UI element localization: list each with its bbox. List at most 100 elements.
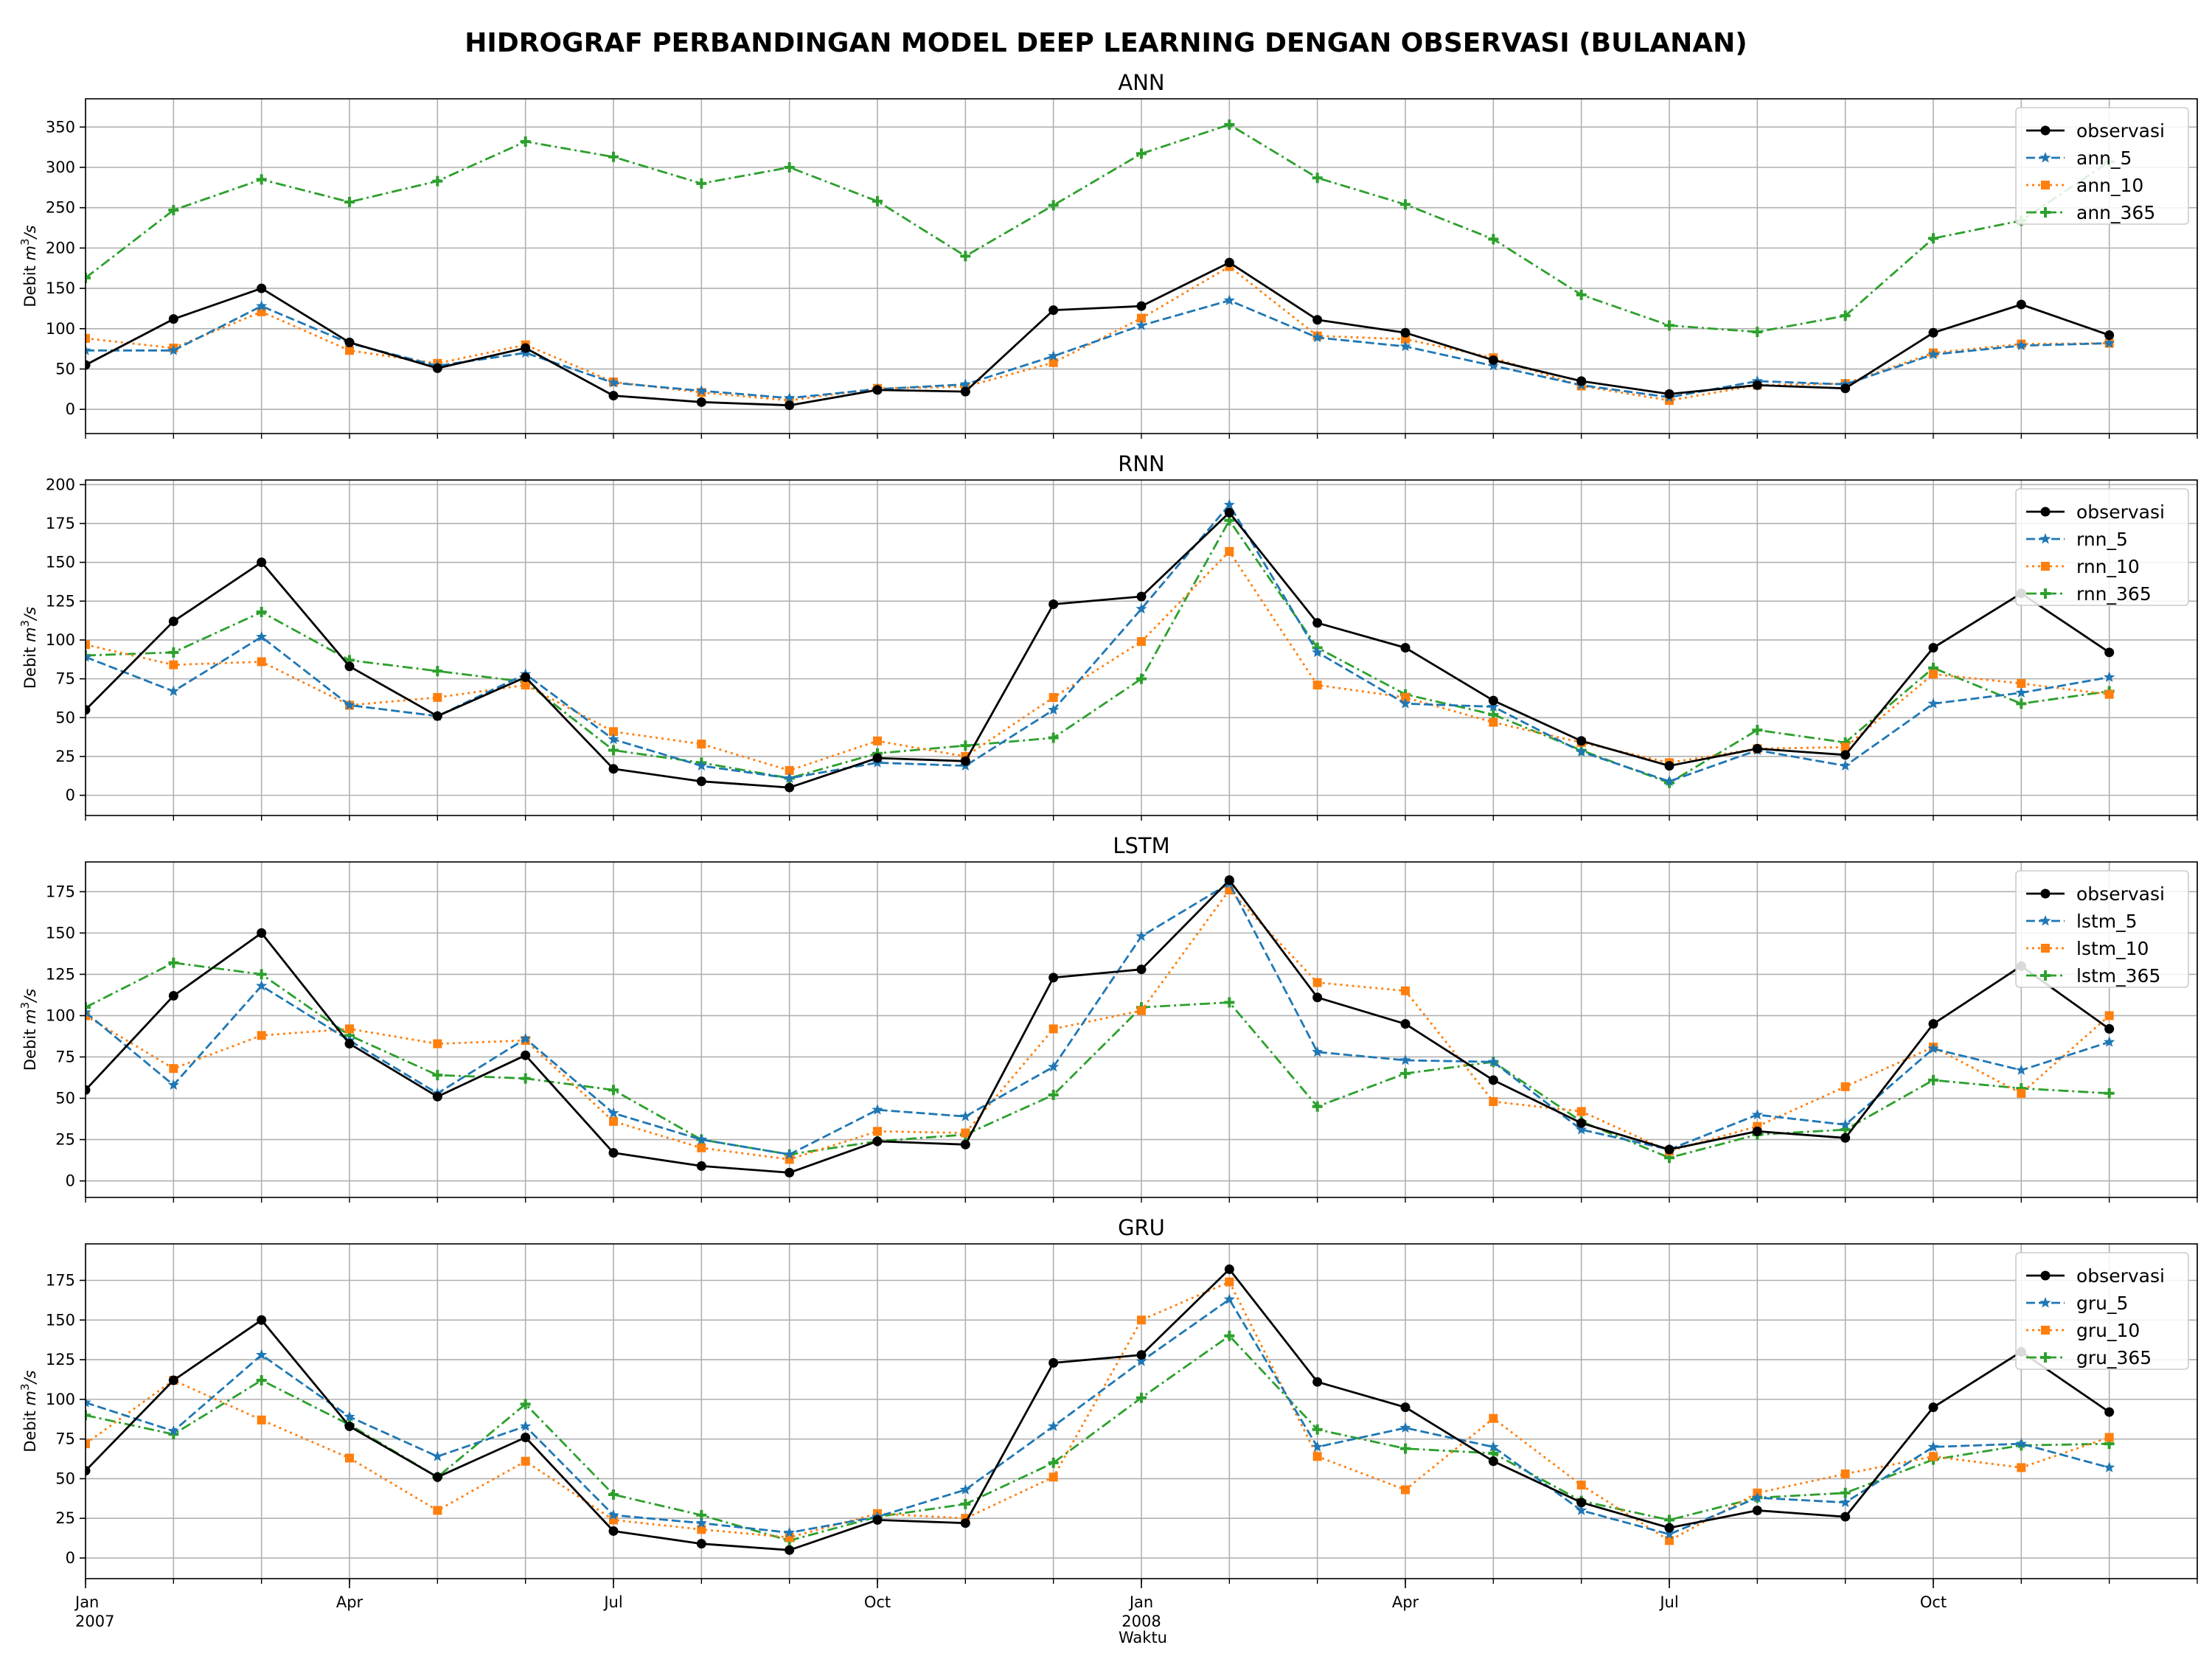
data-point <box>344 1411 355 1422</box>
data-point <box>1752 1505 1762 1515</box>
data-point <box>1048 732 1059 743</box>
data-point <box>2015 1438 2027 1449</box>
x-axis-label: Waktu <box>1119 1629 1167 1646</box>
data-point <box>608 745 619 756</box>
data-point <box>168 204 179 215</box>
data-point <box>608 1147 619 1158</box>
axes-frame <box>85 98 2198 434</box>
data-point <box>1576 736 1587 746</box>
data-point <box>1752 743 1762 754</box>
data-point <box>784 161 795 173</box>
legend-label: lstm_10 <box>2076 938 2149 959</box>
legend-marker <box>2041 944 2050 953</box>
data-point <box>1400 1068 1411 1079</box>
legend-label: observasi <box>2076 883 2165 905</box>
y-tick-label: 350 <box>46 118 75 136</box>
series-lstm_5 <box>86 877 2115 1160</box>
series-ann_10 <box>86 262 2114 406</box>
data-point <box>1840 1119 1851 1130</box>
data-point <box>1224 997 1235 1008</box>
data-point <box>2104 671 2115 682</box>
y-tick-label: 300 <box>46 159 75 176</box>
data-point <box>785 1545 795 1555</box>
data-point <box>2104 1407 2115 1417</box>
data-point <box>433 1039 442 1048</box>
y-tick-label: 50 <box>55 1090 75 1107</box>
data-point <box>168 1375 178 1385</box>
x-tick-year-label: 2008 <box>1121 1613 1161 1630</box>
data-point <box>1048 358 1058 367</box>
data-point <box>256 980 268 991</box>
data-point <box>432 363 442 373</box>
data-point <box>697 740 706 749</box>
data-point <box>697 1143 706 1152</box>
data-point <box>1927 1043 1939 1054</box>
y-tick-label: 175 <box>46 883 75 900</box>
data-point <box>1840 759 1851 771</box>
data-point <box>1223 294 1235 305</box>
series-rnn_5 <box>86 498 2115 787</box>
data-point <box>520 1399 531 1410</box>
data-point <box>1489 1413 1498 1423</box>
data-point <box>873 1127 882 1136</box>
x-tick-label: Jul <box>1658 1593 1678 1611</box>
legend-marker <box>2040 1352 2051 1363</box>
y-tick-label: 25 <box>55 1509 75 1527</box>
data-point <box>960 1139 970 1150</box>
data-point <box>608 1085 619 1096</box>
data-point <box>1312 1452 1322 1461</box>
data-point <box>872 1514 883 1525</box>
data-point <box>1576 289 1587 300</box>
data-point <box>1488 1075 1498 1085</box>
data-point <box>86 1006 91 1018</box>
series-gru_10 <box>86 1277 2114 1545</box>
data-point <box>1840 1469 1850 1478</box>
data-point <box>1399 1422 1411 1433</box>
legend: observasi lstm_5 lstm_10 lstm_365 <box>2015 870 2189 988</box>
data-point <box>1400 1443 1411 1454</box>
data-point <box>2104 1461 2115 1472</box>
data-point <box>1223 1293 1235 1304</box>
data-point <box>1840 1496 1851 1508</box>
data-point <box>257 928 267 938</box>
data-point <box>961 1128 970 1138</box>
legend-marker <box>2040 1270 2051 1281</box>
y-tick-label: 50 <box>55 709 75 726</box>
series-gru_5 <box>86 1293 2115 1540</box>
data-point <box>1487 360 1499 371</box>
data-point <box>1664 1523 1674 1533</box>
series-line <box>86 519 2110 785</box>
legend: observasi rnn_5 rnn_10 rnn_365 <box>2015 488 2189 606</box>
x-tick-label: Apr <box>1392 1593 1419 1611</box>
data-point <box>1224 875 1234 886</box>
data-point <box>608 764 619 774</box>
data-point <box>1224 1330 1235 1341</box>
data-point <box>1224 257 1234 268</box>
data-point <box>2016 299 2026 310</box>
data-point <box>169 1064 178 1074</box>
y-tick-label: 0 <box>66 1172 75 1190</box>
data-point <box>1488 695 1498 706</box>
legend-label: rnn_5 <box>2076 529 2128 550</box>
data-point <box>521 1456 530 1466</box>
series-lstm_10 <box>86 886 2114 1164</box>
series-line <box>86 888 2110 1161</box>
panel-title: LSTM <box>1113 833 1169 858</box>
legend-marker <box>2039 915 2051 926</box>
data-point <box>2017 678 2026 688</box>
data-point <box>2015 686 2027 698</box>
legend-box <box>2015 870 2189 988</box>
y-tick-label: 25 <box>55 1131 75 1149</box>
data-point <box>1312 1046 1324 1057</box>
y-tick-label: 50 <box>55 1470 75 1487</box>
data-point <box>1840 750 1851 760</box>
y-axis-label: Debit m3/s <box>18 225 39 307</box>
data-point <box>696 1161 706 1171</box>
y-tick-label: 75 <box>55 1048 75 1065</box>
data-point <box>2015 339 2027 351</box>
data-point <box>86 1439 90 1449</box>
data-point <box>960 1498 971 1509</box>
series-line <box>86 123 2110 333</box>
legend-label: observasi <box>2076 120 2165 142</box>
x-tick-label: Jan <box>1128 1593 1153 1611</box>
